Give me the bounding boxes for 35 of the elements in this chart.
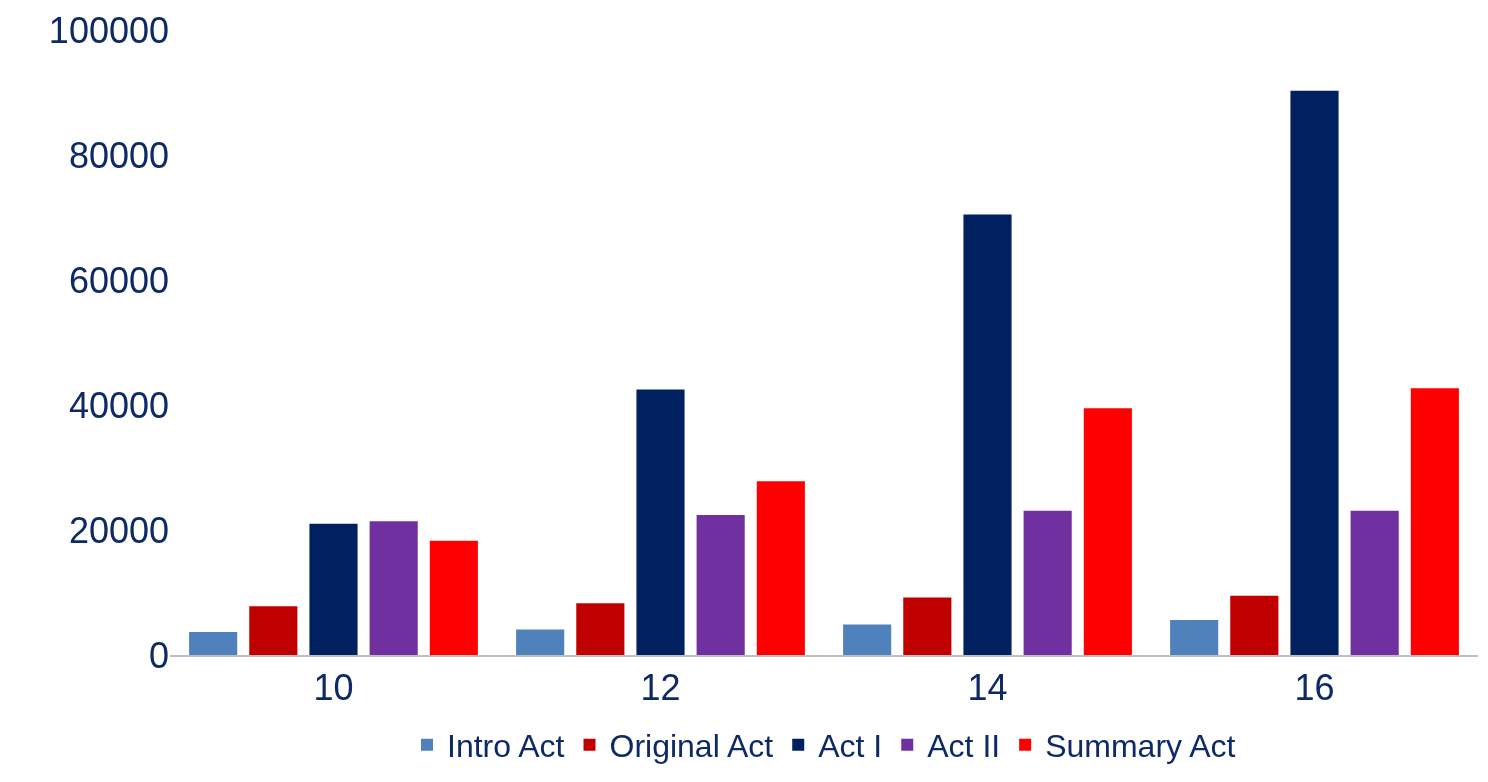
y-tick-label: 100000 [48, 9, 169, 51]
x-tick-label: 16 [1294, 667, 1335, 709]
y-tick-label: 0 [148, 634, 169, 676]
bar [1350, 510, 1399, 655]
bar [1170, 620, 1219, 655]
bar [576, 603, 625, 655]
bar [1290, 90, 1339, 655]
y-tick-label: 40000 [68, 384, 169, 426]
bar [903, 597, 952, 655]
bar [189, 631, 238, 655]
x-tick-label: 12 [640, 667, 681, 709]
bar [843, 624, 892, 655]
y-tick-label: 60000 [68, 259, 169, 301]
legend-label: Intro Act [447, 728, 565, 765]
bar [516, 629, 565, 655]
x-tick-label: 14 [967, 667, 1008, 709]
bar [1023, 510, 1072, 655]
legend-label: Summary Act [1045, 728, 1236, 765]
bar [1410, 388, 1459, 655]
x-tick-label: 10 [313, 667, 354, 709]
legend-label: Original Act [609, 728, 774, 765]
bar [1083, 408, 1132, 655]
bar [963, 214, 1012, 655]
legend-label: Act II [927, 728, 1001, 765]
bar [369, 521, 418, 655]
bar [249, 606, 298, 655]
bar [756, 481, 805, 655]
y-tick-label: 20000 [68, 509, 169, 551]
bar [696, 515, 745, 655]
bar [429, 540, 478, 655]
bar [309, 523, 358, 655]
y-tick-label: 80000 [68, 134, 169, 176]
bar [1230, 595, 1279, 655]
bar [636, 389, 685, 655]
legend-label: Act I [818, 728, 883, 765]
